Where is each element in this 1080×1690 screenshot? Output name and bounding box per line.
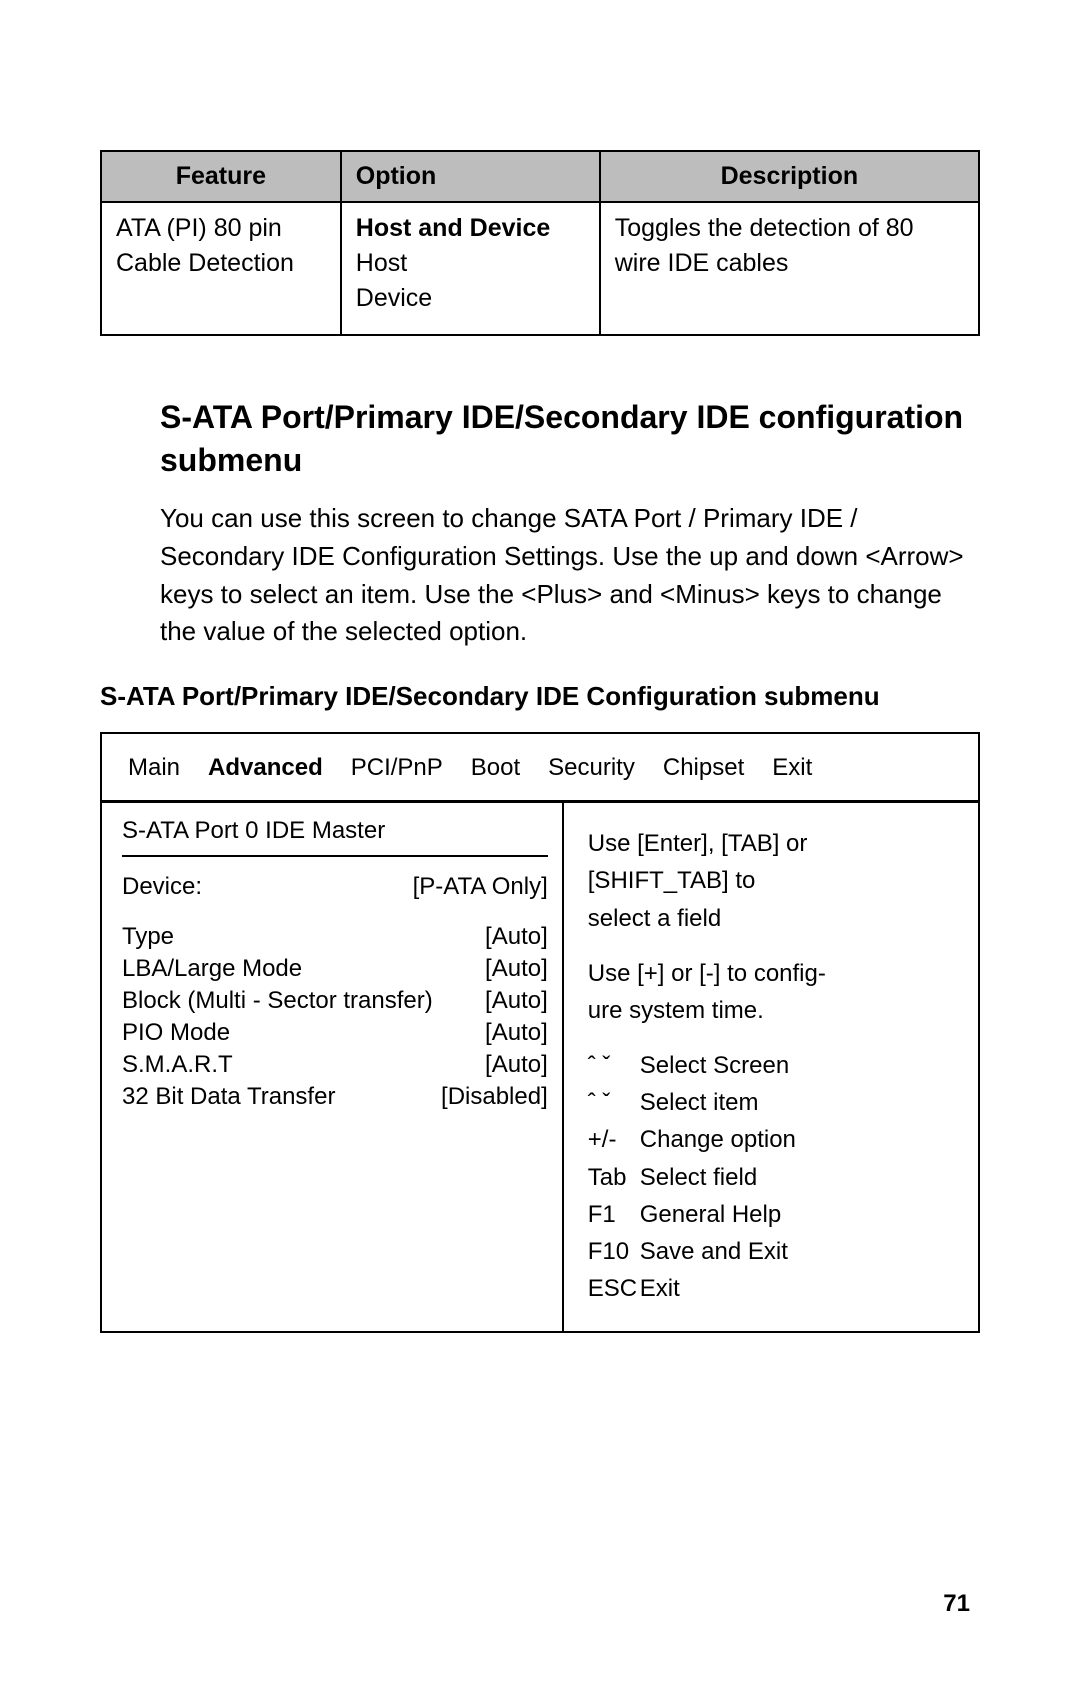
text: Toggles the detection of 80: [615, 214, 914, 242]
table-header-row: Feature Option Description: [101, 151, 979, 202]
key-symbol: ESC: [588, 1270, 632, 1307]
bios-left-pane: S-ATA Port 0 IDE Master Device: [P-ATA O…: [102, 803, 564, 1331]
key-symbol: ˆ ˇ: [588, 1047, 632, 1084]
tab-exit[interactable]: Exit: [772, 754, 812, 782]
tab-pci[interactable]: PCI/PnP: [351, 754, 443, 782]
value: [Auto]: [485, 955, 548, 983]
help-row: F10 Save and Exit: [588, 1233, 958, 1270]
tab-advanced[interactable]: Advanced: [208, 754, 323, 782]
label: 32 Bit Data Transfer: [122, 1083, 335, 1111]
text: Cable Detection: [116, 249, 294, 277]
label: LBA/Large Mode: [122, 955, 302, 983]
text: wire IDE cables: [615, 249, 789, 277]
help-text-4: Use [+] or [-] to config-: [588, 955, 958, 992]
key-desc: Change option: [640, 1121, 796, 1158]
section-body: You can use this screen to change SATA P…: [160, 500, 980, 651]
help-row: ˆ ˇ Select item: [588, 1084, 958, 1121]
bios-box: Main Advanced PCI/PnP Boot Security Chip…: [100, 732, 980, 1333]
page-number: 71: [943, 1590, 970, 1618]
setting-pio[interactable]: PIO Mode [Auto]: [122, 1017, 548, 1049]
key-symbol: ˆ ˇ: [588, 1084, 632, 1121]
setting-block[interactable]: Block (Multi - Sector transfer) [Auto]: [122, 985, 548, 1017]
key-symbol: Tab: [588, 1159, 632, 1196]
settings-block: Type [Auto] LBA/Large Mode [Auto] Block …: [122, 921, 548, 1113]
text-bold: Host and Device: [356, 214, 551, 242]
col-option: Option: [341, 151, 600, 202]
cell-description: Toggles the detection of 80 wire IDE cab…: [600, 202, 979, 335]
spacer: [588, 937, 958, 955]
key-symbol: F10: [588, 1233, 632, 1270]
bios-title: S-ATA Port 0 IDE Master: [122, 817, 548, 857]
setting-type[interactable]: Type [Auto]: [122, 921, 548, 953]
tab-boot[interactable]: Boot: [471, 754, 520, 782]
table-row: ATA (PI) 80 pin Cable Detection Host and…: [101, 202, 979, 335]
key-desc: Select Screen: [640, 1047, 789, 1084]
key-desc: Save and Exit: [640, 1233, 788, 1270]
key-desc: Select item: [640, 1084, 759, 1121]
key-symbol: +/-: [588, 1121, 632, 1158]
value: [Auto]: [485, 1051, 548, 1079]
device-value: [P-ATA Only]: [413, 873, 548, 901]
cell-option: Host and Device Host Device: [341, 202, 600, 335]
feature-table: Feature Option Description ATA (PI) 80 p…: [100, 150, 980, 336]
help-row: ESC Exit: [588, 1270, 958, 1307]
document-page: Feature Option Description ATA (PI) 80 p…: [0, 0, 1080, 1373]
help-row: Tab Select field: [588, 1159, 958, 1196]
tab-main[interactable]: Main: [128, 754, 180, 782]
setting-smart[interactable]: S.M.A.R.T [Auto]: [122, 1049, 548, 1081]
help-text-3: select a field: [588, 900, 958, 937]
value: [Disabled]: [441, 1083, 548, 1111]
spacer: [588, 1029, 958, 1047]
key-desc: Select field: [640, 1159, 757, 1196]
menu-bar: Main Advanced PCI/PnP Boot Security Chip…: [102, 734, 978, 803]
help-row: ˆ ˇ Select Screen: [588, 1047, 958, 1084]
key-symbol: F1: [588, 1196, 632, 1233]
label: S.M.A.R.T: [122, 1051, 233, 1079]
device-row: Device: [P-ATA Only]: [122, 871, 548, 903]
help-row: F1 General Help: [588, 1196, 958, 1233]
text: ATA (PI) 80 pin: [116, 214, 282, 242]
sub-heading: S-ATA Port/Primary IDE/Secondary IDE Con…: [100, 681, 980, 712]
tab-chipset[interactable]: Chipset: [663, 754, 744, 782]
text: Host: [356, 249, 407, 277]
key-desc: General Help: [640, 1196, 781, 1233]
cell-feature: ATA (PI) 80 pin Cable Detection: [101, 202, 341, 335]
help-text-5: ure system time.: [588, 992, 958, 1029]
bios-right-pane: Use [Enter], [TAB] or [SHIFT_TAB] to sel…: [564, 803, 978, 1331]
help-text-2: [SHIFT_TAB] to: [588, 862, 958, 899]
setting-32bit[interactable]: 32 Bit Data Transfer [Disabled]: [122, 1081, 548, 1113]
label: Block (Multi - Sector transfer): [122, 987, 433, 1015]
value: [Auto]: [485, 987, 548, 1015]
value: [Auto]: [485, 923, 548, 951]
col-feature: Feature: [101, 151, 341, 202]
value: [Auto]: [485, 1019, 548, 1047]
device-label: Device:: [122, 873, 202, 901]
section-heading: S-ATA Port/Primary IDE/Secondary IDE con…: [160, 396, 980, 482]
bios-main: S-ATA Port 0 IDE Master Device: [P-ATA O…: [102, 803, 978, 1331]
tab-security[interactable]: Security: [548, 754, 635, 782]
label: PIO Mode: [122, 1019, 230, 1047]
text: Device: [356, 284, 432, 312]
key-desc: Exit: [640, 1270, 680, 1307]
label: Type: [122, 923, 174, 951]
help-text-1: Use [Enter], [TAB] or: [588, 825, 958, 862]
col-description: Description: [600, 151, 979, 202]
setting-lba[interactable]: LBA/Large Mode [Auto]: [122, 953, 548, 985]
help-row: +/- Change option: [588, 1121, 958, 1158]
